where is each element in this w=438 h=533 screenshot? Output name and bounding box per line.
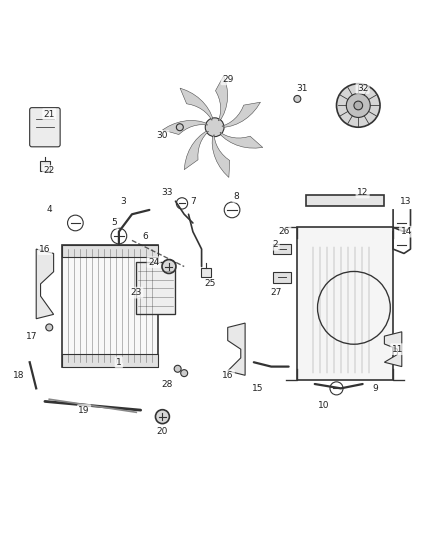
Text: 32: 32	[357, 84, 368, 93]
Text: 9: 9	[373, 384, 378, 393]
Text: 5: 5	[112, 219, 117, 228]
Bar	[136, 262, 176, 314]
Text: 17: 17	[26, 332, 38, 341]
Text: 11: 11	[392, 345, 403, 354]
Polygon shape	[228, 323, 245, 375]
Bar	[62, 245, 158, 257]
Circle shape	[294, 95, 301, 102]
Text: 10: 10	[318, 401, 329, 410]
Bar	[62, 245, 158, 367]
Circle shape	[155, 410, 170, 424]
Circle shape	[177, 124, 184, 131]
Text: 31: 31	[296, 84, 307, 93]
Text: 18: 18	[13, 371, 25, 380]
Text: 29: 29	[222, 75, 233, 84]
Text: 22: 22	[44, 166, 55, 175]
Text: 33: 33	[161, 188, 173, 197]
Text: 25: 25	[205, 279, 216, 288]
Text: 23: 23	[131, 288, 142, 297]
Polygon shape	[162, 120, 208, 134]
Bar	[273, 272, 291, 282]
Bar	[297, 228, 393, 379]
Bar	[273, 244, 291, 254]
Bar	[306, 195, 385, 206]
Text: 8: 8	[233, 192, 239, 201]
Polygon shape	[180, 88, 212, 120]
Circle shape	[46, 324, 53, 331]
Text: 24: 24	[148, 257, 159, 266]
Bar	[201, 268, 211, 277]
Text: 12: 12	[357, 188, 368, 197]
Text: 6: 6	[142, 231, 148, 240]
Circle shape	[181, 370, 187, 377]
Bar	[306, 245, 376, 375]
Text: 16: 16	[39, 245, 51, 254]
Text: 30: 30	[157, 132, 168, 140]
Circle shape	[162, 260, 176, 273]
Polygon shape	[215, 76, 228, 121]
Polygon shape	[220, 132, 263, 148]
Text: 13: 13	[400, 197, 412, 206]
Text: 15: 15	[252, 384, 264, 393]
Text: 14: 14	[400, 227, 412, 236]
Circle shape	[336, 84, 380, 127]
Text: 7: 7	[190, 197, 196, 206]
Text: 21: 21	[43, 110, 55, 119]
Polygon shape	[212, 134, 230, 177]
Circle shape	[346, 93, 370, 117]
Text: 19: 19	[78, 406, 90, 415]
Circle shape	[205, 118, 224, 136]
Text: 26: 26	[279, 227, 290, 236]
Text: 28: 28	[161, 379, 173, 389]
Polygon shape	[184, 131, 208, 169]
Circle shape	[354, 101, 363, 110]
Bar	[62, 354, 158, 367]
Polygon shape	[222, 102, 261, 127]
Text: 4: 4	[46, 205, 52, 214]
Polygon shape	[385, 332, 402, 367]
Text: 27: 27	[270, 288, 281, 297]
Circle shape	[174, 365, 181, 372]
Text: 3: 3	[120, 197, 126, 206]
Bar	[40, 161, 50, 171]
FancyBboxPatch shape	[30, 108, 60, 147]
Text: 1: 1	[116, 358, 122, 367]
Text: 16: 16	[222, 371, 233, 380]
Text: 2: 2	[273, 240, 279, 249]
Text: 20: 20	[157, 427, 168, 437]
Polygon shape	[36, 249, 53, 319]
